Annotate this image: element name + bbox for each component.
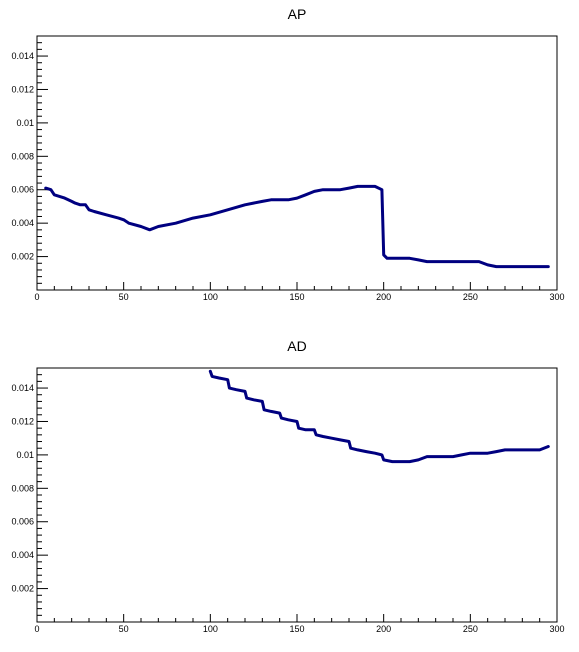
x-tick-label: 0 xyxy=(34,292,39,302)
y-tick-label: 0.006 xyxy=(11,185,34,195)
chart-title: AP xyxy=(288,6,307,22)
y-tick-label: 0.012 xyxy=(11,416,34,426)
x-tick-label: 250 xyxy=(463,624,478,634)
y-tick-label: 0.012 xyxy=(11,84,34,94)
x-tick-label: 100 xyxy=(203,292,218,302)
plot-frame xyxy=(36,367,558,623)
x-tick-label: 0 xyxy=(34,624,39,634)
chart-title: AD xyxy=(287,338,306,354)
x-tick-label: 150 xyxy=(289,624,304,634)
x-tick-label: 150 xyxy=(289,292,304,302)
x-tick-label: 50 xyxy=(119,292,129,302)
y-tick-label: 0.008 xyxy=(11,151,34,161)
x-tick-label: 250 xyxy=(463,292,478,302)
y-tick-label: 0.006 xyxy=(11,517,34,527)
y-tick-label: 0.014 xyxy=(11,51,34,61)
x-tick-label: 300 xyxy=(549,624,564,634)
y-tick-label: 0.004 xyxy=(11,550,34,560)
y-tick-label: 0.008 xyxy=(11,483,34,493)
x-tick-label: 100 xyxy=(203,624,218,634)
y-tick-label: 0.014 xyxy=(11,383,34,393)
x-tick-label: 300 xyxy=(549,292,564,302)
chart-panel-2: AD 0 50 100 150 200 250 300 0.002 0.004 0.006 0.008… xyxy=(11,338,564,634)
series-line-1 xyxy=(208,369,550,464)
x-tick-label: 200 xyxy=(376,292,391,302)
y-tick-label: 0.004 xyxy=(11,218,34,228)
y-tick-label: 0.01 xyxy=(16,118,34,128)
x-tick-label: 200 xyxy=(376,624,391,634)
y-tick-label: 0.002 xyxy=(11,584,34,594)
y-tick-label: 0.01 xyxy=(16,450,34,460)
series-line-1 xyxy=(44,184,550,269)
plot-frame xyxy=(36,35,558,291)
chart-panel-1: AP 0 50 100 150 200 250 300 0.002 0.004 0.006 0.008… xyxy=(11,6,564,302)
x-tick-label: 50 xyxy=(119,624,129,634)
y-tick-label: 0.002 xyxy=(11,252,34,262)
